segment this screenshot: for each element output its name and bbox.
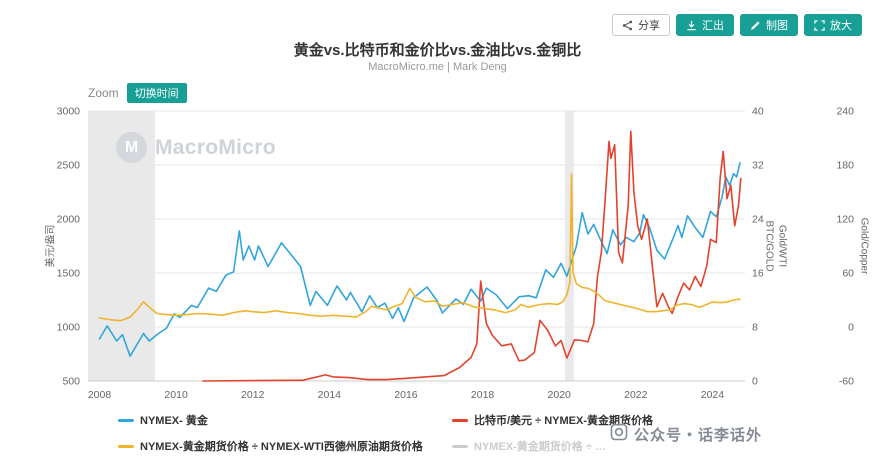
legend-item[interactable]: NYMEX-黄金期货价格 ÷ NYMEX-WTI西德州原油期货价格 <box>118 438 452 454</box>
legend-label: 比特币/美元 ÷ NYMEX-黄金期货价格 <box>474 415 653 427</box>
svg-text:3000: 3000 <box>57 106 81 118</box>
svg-text:2000: 2000 <box>57 214 81 226</box>
svg-text:40: 40 <box>752 106 764 118</box>
page-subtitle: MacroMicro.me | Mark Deng <box>368 61 507 73</box>
share-button[interactable]: 分享 <box>612 14 670 36</box>
svg-text:1000: 1000 <box>57 322 81 334</box>
svg-text:2012: 2012 <box>241 389 265 401</box>
svg-text:2020: 2020 <box>548 389 572 401</box>
make-chart-button-label: 制图 <box>766 20 788 32</box>
download-icon <box>686 20 697 31</box>
export-button-label: 汇出 <box>702 20 724 32</box>
svg-text:2008: 2008 <box>88 389 112 401</box>
export-button[interactable]: 汇出 <box>676 14 734 36</box>
svg-text:1500: 1500 <box>57 268 81 280</box>
switch-time-button[interactable]: 切换时间 <box>126 83 187 103</box>
enlarge-button-label: 放大 <box>830 20 852 32</box>
svg-text:32: 32 <box>752 160 764 172</box>
legend: NYMEX- 黄金 比特币/美元 ÷ NYMEX-黄金期货价格 NYMEX-黄金期货… <box>118 412 653 454</box>
share-button-label: 分享 <box>638 20 660 32</box>
page-title: 黄金vs.比特币和金价比vs.金油比vs.金铜比 <box>293 42 582 59</box>
svg-text:-60: -60 <box>839 376 854 388</box>
legend-marker <box>118 444 134 448</box>
svg-text:0: 0 <box>848 322 854 334</box>
right-axis-title-copper: Gold/Copper <box>858 217 870 275</box>
right-axis-title-btc: BTC/GOLD <box>763 220 775 272</box>
svg-text:24: 24 <box>752 214 764 226</box>
make-chart-button[interactable]: 制图 <box>740 14 798 36</box>
legend-marker <box>452 444 468 448</box>
svg-text:2022: 2022 <box>624 389 648 401</box>
svg-text:120: 120 <box>836 214 854 226</box>
zoom-toolbar: Zoom 切换时间 <box>88 83 187 103</box>
expand-icon <box>814 19 825 31</box>
svg-text:180: 180 <box>836 160 854 172</box>
svg-text:500: 500 <box>62 376 80 388</box>
zoom-label: Zoom <box>88 86 119 100</box>
svg-text:60: 60 <box>842 268 854 280</box>
legend-marker <box>452 418 468 422</box>
pencil-icon <box>750 20 761 31</box>
legend-item[interactable]: 比特币/美元 ÷ NYMEX-黄金期货价格 <box>452 412 653 428</box>
enlarge-button[interactable]: 放大 <box>804 14 862 36</box>
svg-text:0: 0 <box>752 376 758 388</box>
share-icon <box>622 20 633 31</box>
left-axis-title: 美元/盎司 <box>45 224 57 268</box>
svg-text:2024: 2024 <box>701 389 725 401</box>
legend-label: NYMEX- 黄金 <box>140 415 208 427</box>
svg-text:2010: 2010 <box>164 389 188 401</box>
legend-item[interactable]: NYMEX- 黄金 <box>118 412 452 428</box>
svg-text:2500: 2500 <box>57 160 81 172</box>
legend-label: NYMEX-黄金期货价格 ÷ NYMEX-WTI西德州原油期货价格 <box>140 441 423 453</box>
legend-marker <box>118 418 134 422</box>
svg-text:240: 240 <box>836 106 854 118</box>
svg-text:8: 8 <box>752 322 758 334</box>
legend-label: NYMEX-黄金期货价格 ÷ … <box>474 441 606 453</box>
legend-item[interactable]: NYMEX-黄金期货价格 ÷ … <box>452 438 653 454</box>
header-actions: 分享 汇出 制图 放大 <box>612 14 862 36</box>
svg-text:2014: 2014 <box>318 389 342 401</box>
svg-text:2018: 2018 <box>471 389 495 401</box>
right-axis-title-wti: Gold/WTI <box>776 224 788 268</box>
svg-text:2016: 2016 <box>394 389 418 401</box>
svg-text:16: 16 <box>752 268 764 280</box>
